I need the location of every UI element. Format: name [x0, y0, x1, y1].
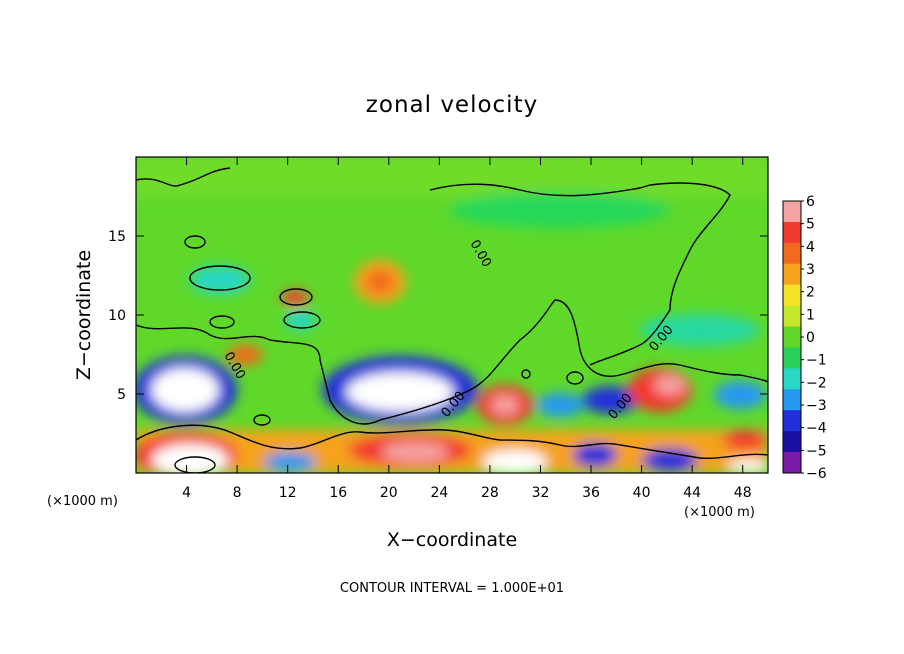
x-tick-label: 36	[582, 485, 600, 501]
y-axis-title: Z−coordinate	[73, 250, 95, 380]
contour-line	[283, 311, 321, 329]
contour-line	[429, 182, 731, 366]
x-tick-label: 44	[683, 485, 701, 501]
velocity-field	[136, 157, 768, 473]
x-tick-label: 40	[633, 485, 651, 501]
x-tick-label: 4	[182, 485, 191, 501]
x-tick-label: 24	[430, 485, 448, 501]
contour-line	[521, 369, 531, 379]
colorbar-tick-label: −6	[806, 466, 827, 482]
colorbar-swatch	[783, 368, 801, 390]
colorbar-swatch	[783, 389, 801, 411]
contour-line	[253, 414, 271, 426]
chart-title: zonal velocity	[366, 92, 538, 118]
colorbar-tick-label: 0	[806, 330, 815, 346]
colorbar-swatch	[783, 201, 801, 223]
colorbar-swatch	[783, 242, 801, 265]
colorbar-tick-label: −5	[806, 443, 827, 459]
colorbar-tick-label: −3	[806, 398, 827, 414]
colorbar: 6 5 4 3 2 1 0 −1 −2 −3 −4 −5 −6	[782, 194, 827, 482]
y-tick-label: 5	[117, 387, 126, 403]
x-axis: 4 8 12 16 20 24 28 32 36 40 44 48	[182, 157, 752, 501]
x-axis-title: X−coordinate	[387, 529, 517, 551]
colorbar-swatch	[783, 452, 801, 474]
colorbar-tick-label: −2	[806, 375, 827, 391]
contour-lines	[136, 167, 768, 473]
colorbar-tick-label: 4	[806, 239, 815, 255]
contour-line	[279, 288, 313, 306]
colorbar-tick-label: −4	[806, 421, 827, 437]
colorbar-swatch	[783, 347, 801, 369]
colorbar-swatch	[783, 305, 801, 328]
colorbar-tick-label: 2	[806, 285, 815, 301]
colorbar-swatch	[783, 221, 801, 244]
y-tick-label: 15	[108, 229, 126, 245]
colorbar-swatch	[783, 284, 801, 307]
plot-area: 0.00 0.00 0.00 0.00 0.00	[136, 157, 768, 473]
colorbar-tick-label: 6	[806, 194, 815, 210]
y-axis: 5 10 15	[108, 229, 768, 403]
x-tick-label: 32	[532, 485, 550, 501]
x-unit-label-right: (×1000 m)	[684, 505, 755, 520]
field-background	[136, 157, 768, 473]
contour-line	[136, 424, 768, 460]
colorbar-tick-label: 1	[806, 307, 815, 323]
contour-line	[136, 167, 231, 187]
y-tick-label: 10	[108, 308, 126, 324]
colorbar-swatch	[783, 431, 801, 453]
contour-line	[136, 299, 768, 425]
contour-interval-note: CONTOUR INTERVAL = 1.000E+01	[340, 581, 564, 596]
colorbar-tick-label: −1	[806, 353, 827, 369]
contour-line	[189, 265, 251, 291]
x-tick-label: 12	[279, 485, 297, 501]
colorbar-tick-label: 3	[806, 262, 815, 278]
contour-line	[174, 456, 216, 473]
colorbar-swatch	[783, 326, 801, 348]
colorbar-tick-label: 5	[806, 217, 815, 233]
x-unit-label-left: (×1000 m)	[47, 494, 118, 509]
x-tick-label: 8	[233, 485, 242, 501]
contour-line	[209, 315, 235, 329]
contour-line	[566, 371, 584, 385]
colorbar-swatch	[783, 410, 801, 432]
x-tick-label: 28	[481, 485, 499, 501]
x-tick-label: 20	[380, 485, 398, 501]
x-tick-label: 48	[734, 485, 752, 501]
contour-line	[184, 235, 206, 249]
colorbar-swatch	[783, 263, 801, 286]
x-tick-label: 16	[329, 485, 347, 501]
